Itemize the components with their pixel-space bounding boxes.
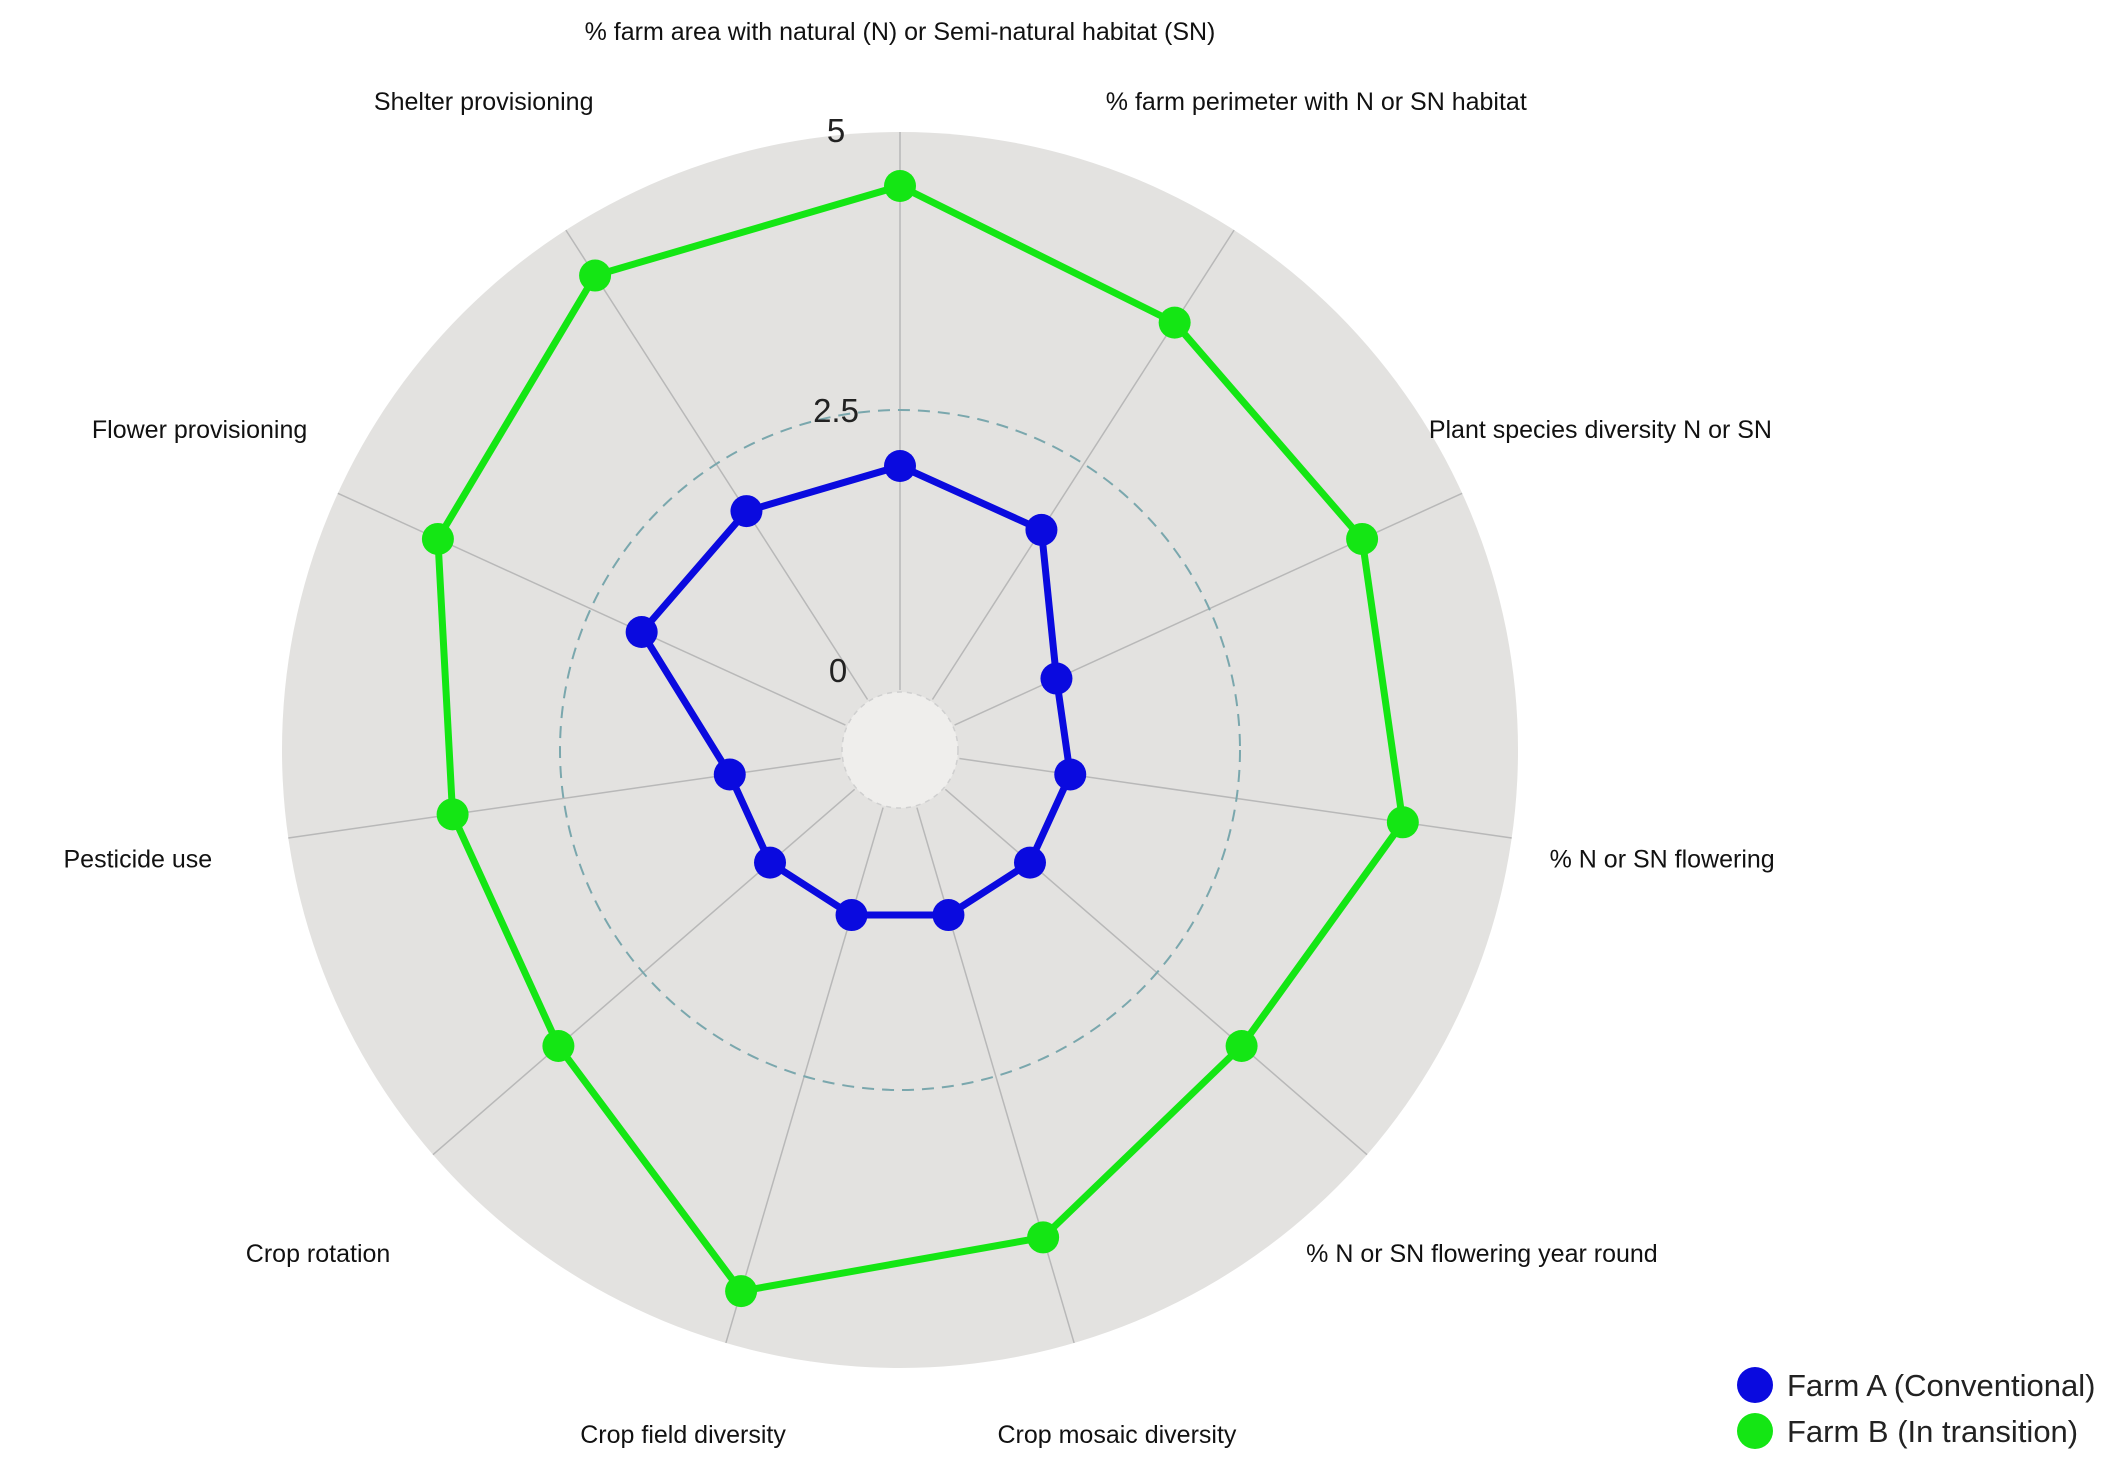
tick-label: 2.5	[813, 392, 859, 429]
center-hole	[841, 691, 959, 809]
axis-label: Plant species diversity N or SN	[1429, 416, 1772, 444]
data-point	[625, 616, 658, 649]
axis-label: Crop field diversity	[580, 1421, 786, 1449]
legend-label: Farm A (Conventional)	[1787, 1368, 2095, 1403]
data-point	[835, 899, 868, 932]
legend-marker	[1737, 1413, 1773, 1449]
chart-series	[421, 170, 1419, 1308]
data-point	[725, 1275, 758, 1308]
chart-legend: Farm A (Conventional) Farm B (In transiti…	[1737, 1367, 2095, 1449]
data-point	[1158, 306, 1191, 339]
data-point	[1386, 806, 1419, 839]
tick-label: 5	[827, 112, 845, 149]
chart-grid	[288, 132, 1512, 1344]
data-point	[436, 798, 469, 831]
data-point	[421, 522, 454, 555]
axis-label: % farm perimeter with N or SN habitat	[1106, 88, 1527, 116]
tick-label: 0	[829, 652, 847, 689]
data-point	[1027, 1221, 1060, 1254]
data-point	[542, 1029, 575, 1062]
radial-gridline	[931, 229, 1235, 700]
gridline-2-5	[559, 409, 1241, 1091]
axis-label: Flower provisioning	[92, 416, 307, 444]
series-line	[434, 182, 1407, 1295]
data-point	[1225, 1029, 1258, 1062]
legend-marker	[1737, 1367, 1773, 1403]
data-point	[1040, 662, 1073, 695]
axis-label: Crop mosaic diversity	[997, 1421, 1236, 1449]
data-point	[1025, 513, 1058, 546]
data-point	[730, 495, 763, 528]
radial-gridline	[337, 492, 846, 726]
axis-label: Pesticide use	[63, 846, 212, 874]
chart-background	[282, 132, 1518, 1368]
axis-label: % N or SN flowering	[1550, 846, 1775, 874]
series-line	[638, 462, 1074, 919]
data-point	[1013, 846, 1046, 879]
chart-labels: 0 2.5 5 % farm area with natural (N) or Sem…	[63, 18, 1774, 1449]
data-point	[713, 758, 746, 791]
data-point	[579, 259, 612, 292]
radial-gridline	[916, 807, 1075, 1344]
data-point	[1054, 758, 1087, 791]
data-point	[1346, 522, 1379, 555]
data-point	[754, 846, 787, 879]
radial-gridline	[288, 757, 841, 839]
axis-label: % N or SN flowering year round	[1306, 1240, 1658, 1268]
data-point	[884, 170, 916, 202]
legend-label: Farm B (In transition)	[1787, 1414, 2078, 1449]
data-point	[884, 450, 916, 482]
axis-label: Crop rotation	[246, 1240, 391, 1268]
axis-label: Shelter provisioning	[374, 88, 594, 116]
axis-label: % farm area with natural (N) or Semi-nat…	[585, 18, 1216, 46]
data-point	[932, 899, 965, 932]
